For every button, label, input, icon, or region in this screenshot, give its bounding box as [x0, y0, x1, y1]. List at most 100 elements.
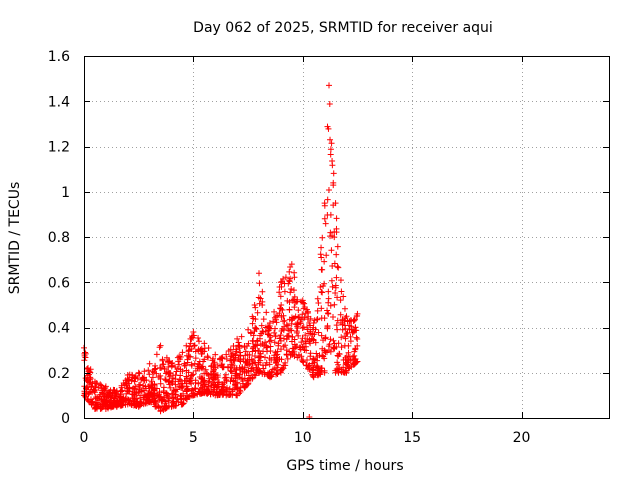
- data-point: [293, 343, 300, 350]
- data-point: [230, 378, 237, 385]
- data-point: [179, 401, 186, 408]
- data-point: [260, 316, 267, 323]
- data-point: [151, 366, 158, 373]
- data-point: [273, 354, 280, 361]
- data-point: [217, 356, 224, 363]
- data-point: [324, 324, 331, 331]
- data-point: [286, 268, 293, 275]
- data-point: [219, 361, 226, 368]
- data-point: [346, 322, 353, 329]
- data-point: [286, 348, 293, 355]
- data-point: [268, 368, 275, 375]
- data-point: [341, 317, 348, 324]
- data-point: [294, 320, 301, 327]
- data-point: [163, 369, 170, 376]
- data-point: [152, 365, 159, 372]
- data-point: [160, 361, 167, 368]
- data-point: [234, 373, 241, 380]
- data-point: [315, 365, 322, 372]
- data-point: [183, 375, 190, 382]
- x-axis-label: GPS time / hours: [286, 458, 403, 474]
- data-point: [299, 335, 306, 342]
- data-point: [302, 343, 309, 350]
- data-point: [210, 355, 217, 362]
- data-point: [285, 280, 292, 287]
- data-point: [260, 328, 267, 335]
- data-point: [198, 384, 205, 391]
- data-point: [306, 414, 313, 420]
- data-point: [126, 384, 133, 391]
- data-point: [146, 399, 153, 406]
- data-point: [169, 379, 176, 386]
- data-point: [344, 359, 351, 366]
- data-point: [322, 220, 329, 227]
- data-point: [286, 306, 293, 313]
- data-point: [241, 369, 248, 376]
- data-point: [319, 352, 326, 359]
- data-point: [321, 258, 328, 265]
- data-point: [135, 369, 142, 376]
- data-point: [284, 322, 291, 329]
- data-point: [151, 380, 158, 387]
- data-point: [142, 400, 149, 407]
- data-point: [190, 332, 197, 339]
- data-point: [295, 307, 302, 314]
- data-point: [338, 369, 345, 376]
- data-point: [222, 371, 229, 378]
- data-point: [82, 375, 89, 382]
- data-point: [227, 357, 234, 364]
- data-point: [161, 366, 168, 373]
- data-point: [191, 385, 198, 392]
- data-point: [341, 305, 348, 312]
- data-point: [262, 354, 269, 361]
- data-point: [329, 158, 336, 165]
- data-point: [113, 398, 120, 405]
- data-point: [284, 355, 291, 362]
- data-point: [257, 357, 264, 364]
- data-point: [97, 381, 104, 388]
- data-point: [318, 305, 325, 312]
- data-point: [321, 347, 328, 354]
- data-point: [188, 380, 195, 387]
- data-point: [334, 326, 341, 333]
- data-point: [344, 329, 351, 336]
- data-point: [277, 279, 284, 286]
- data-point: [210, 388, 217, 395]
- data-point: [157, 380, 164, 387]
- data-point: [227, 346, 234, 353]
- data-point: [258, 322, 265, 329]
- data-point: [282, 342, 289, 349]
- data-point: [232, 351, 239, 358]
- data-point: [256, 335, 263, 342]
- data-point: [242, 348, 249, 355]
- data-point: [259, 328, 266, 335]
- data-point: [170, 375, 177, 382]
- y-tick-label: 1.2: [48, 140, 70, 156]
- data-point: [279, 306, 286, 313]
- data-point: [318, 332, 325, 339]
- data-point: [318, 254, 325, 261]
- data-point: [230, 342, 237, 349]
- data-point: [236, 371, 243, 378]
- data-point: [307, 353, 314, 360]
- data-point: [250, 344, 257, 351]
- data-point: [126, 376, 133, 383]
- data-point: [204, 353, 211, 360]
- data-point: [321, 315, 328, 322]
- data-point: [345, 349, 352, 356]
- data-point: [347, 357, 354, 364]
- data-point: [123, 390, 130, 397]
- data-point: [328, 247, 335, 254]
- data-point: [173, 386, 180, 393]
- data-point: [274, 312, 281, 319]
- data-point: [299, 297, 306, 304]
- data-point: [230, 354, 237, 361]
- data-point: [102, 405, 109, 412]
- data-point: [214, 381, 221, 388]
- y-tick-label: 0: [61, 411, 70, 427]
- data-point: [339, 326, 346, 333]
- data-point: [267, 325, 274, 332]
- data-point: [338, 288, 345, 295]
- data-point: [239, 380, 246, 387]
